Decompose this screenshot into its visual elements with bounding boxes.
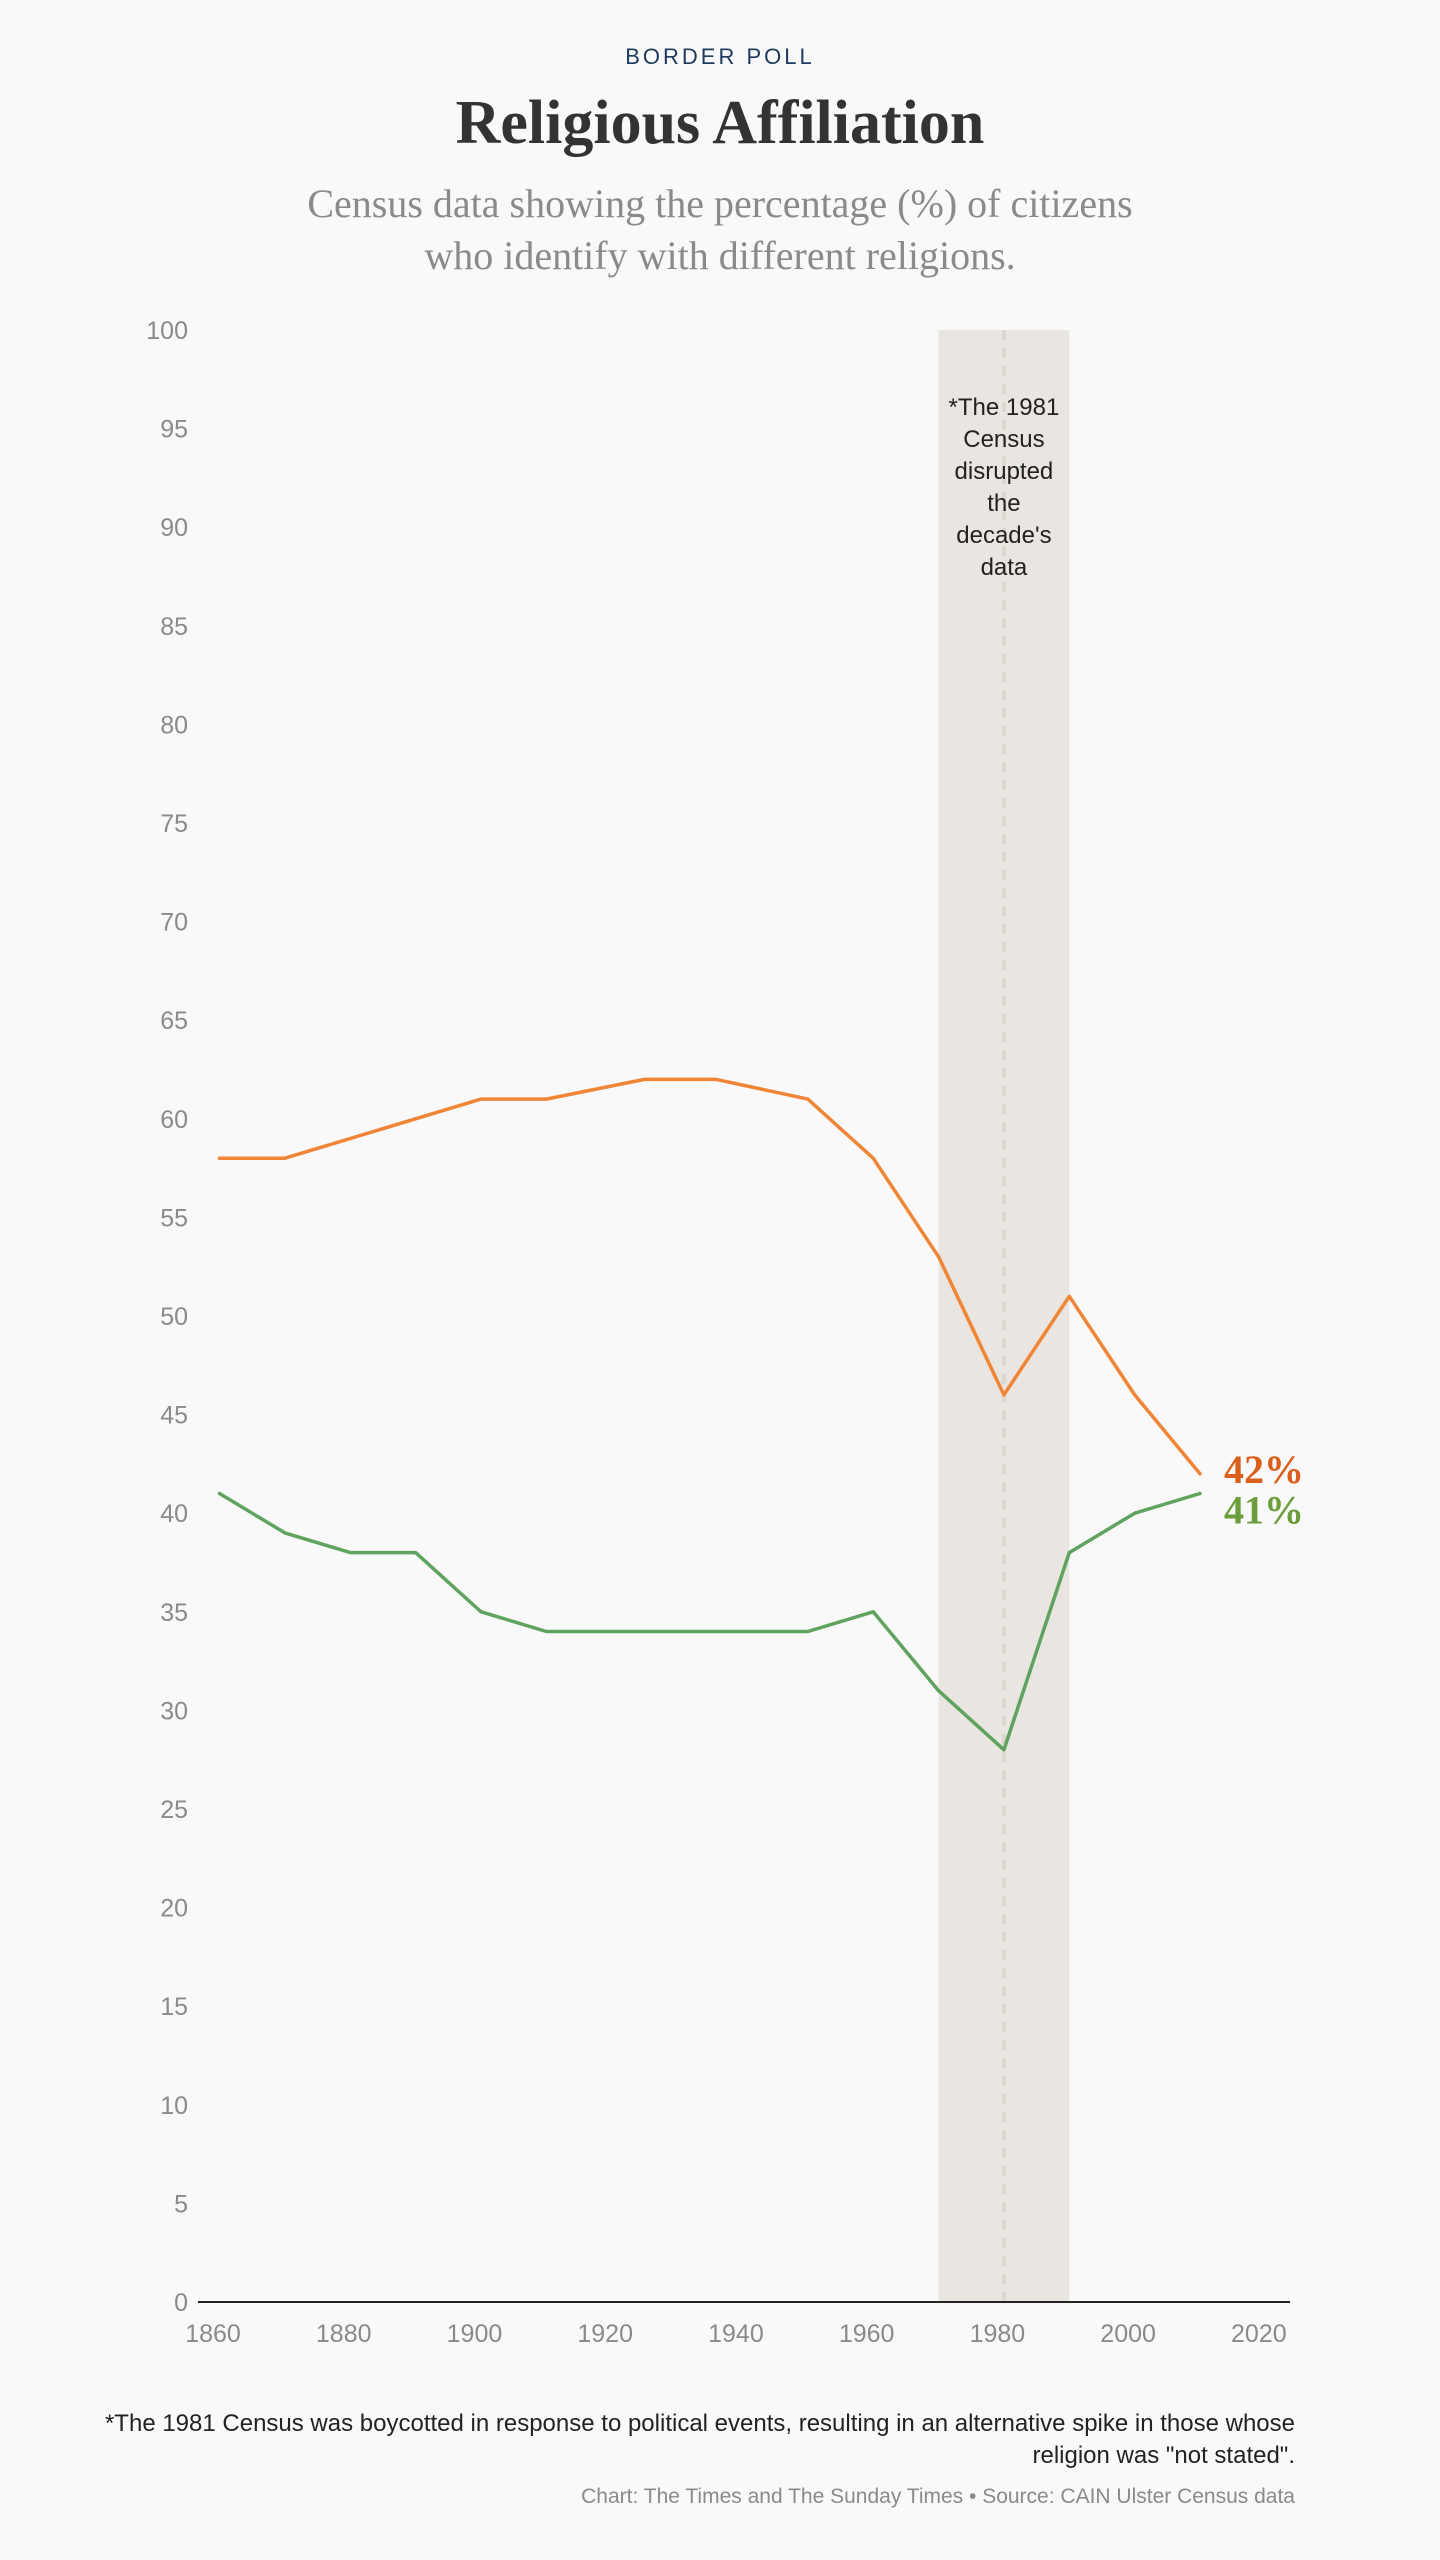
chart-title: Religious Affiliation <box>455 89 985 157</box>
series-line-2 <box>217 1491 1202 1752</box>
y-tick-label: 25 <box>160 1796 188 1824</box>
y-tick-label: 50 <box>160 1303 188 1331</box>
y-tick-label: 20 <box>160 1895 188 1923</box>
x-tick-label: 1860 <box>185 2320 241 2348</box>
highlight-annotation-line: data <box>981 554 1028 581</box>
highlight-annotation-line: disrupted <box>955 458 1054 485</box>
x-tick-label: 1900 <box>447 2320 503 2348</box>
x-tick-label: 1980 <box>970 2320 1026 2348</box>
y-tick-label: 40 <box>160 1500 188 1528</box>
y-tick-label: 85 <box>160 613 188 641</box>
y-tick-label: 10 <box>160 2092 188 2120</box>
x-tick-label: 1940 <box>708 2320 764 2348</box>
chart-subtitle: Census data showing the percentage (%) o… <box>307 181 1133 278</box>
highlight-annotation-line: decade's <box>956 522 1051 549</box>
series-line-1 <box>217 1077 1202 1476</box>
y-tick-label: 45 <box>160 1402 188 1430</box>
y-tick-label: 55 <box>160 1204 188 1232</box>
line-chart: *The 1981 Census disrupted the decade's data 0… <box>146 317 1304 2348</box>
highlight-annotation-line: *The 1981 <box>949 394 1060 421</box>
x-tick-label: 2020 <box>1231 2320 1287 2348</box>
x-tick-label: 1920 <box>577 2320 633 2348</box>
highlight-annotation-line: Census <box>963 426 1044 453</box>
y-tick-label: 60 <box>160 1106 188 1134</box>
series-end-label-1: 42% <box>1224 1447 1304 1492</box>
y-tick-label: 35 <box>160 1599 188 1627</box>
y-tick-label: 100 <box>146 317 188 345</box>
y-tick-label: 0 <box>174 2289 188 2317</box>
series-end-label-2: 41% <box>1224 1487 1304 1532</box>
y-tick-label: 70 <box>160 909 188 937</box>
y-tick-label: 15 <box>160 1993 188 2021</box>
y-tick-label: 80 <box>160 711 188 739</box>
highlight-annotation-line: the <box>987 490 1020 517</box>
y-tick-label: 90 <box>160 514 188 542</box>
source-credit: Chart: The Times and The Sunday Times • … <box>581 2485 1295 2508</box>
y-tick-label: 5 <box>174 2190 188 2218</box>
x-tick-label: 2000 <box>1100 2320 1156 2348</box>
kicker: BORDER POLL <box>625 44 815 69</box>
y-tick-label: 30 <box>160 1697 188 1725</box>
x-tick-label: 1960 <box>839 2320 895 2348</box>
y-tick-label: 95 <box>160 416 188 444</box>
x-tick-label: 1880 <box>316 2320 372 2348</box>
footnote: *The 1981 Census was boycotted in respon… <box>104 2410 1295 2469</box>
y-tick-label: 75 <box>160 810 188 838</box>
y-tick-label: 65 <box>160 1007 188 1035</box>
